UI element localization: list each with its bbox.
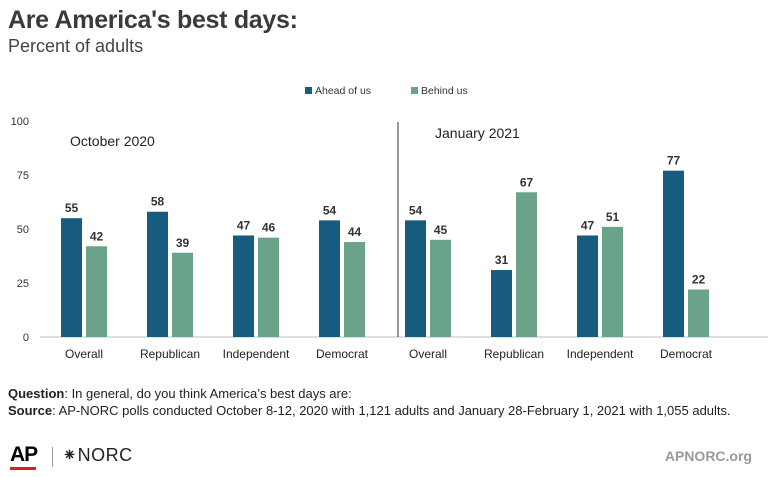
ap-logo-underline [10, 467, 36, 470]
bar-behind [86, 246, 107, 337]
norc-logo: ⁕NORC [62, 445, 133, 465]
bar-ahead [61, 218, 82, 337]
bar-ahead [491, 270, 512, 337]
bar-ahead [405, 220, 426, 337]
footnote: Question: In general, do you think Ameri… [8, 385, 748, 419]
bar-chart: Ahead of us Behind us 0 25 50 75 100 October 20… [11, 85, 768, 361]
legend-swatch [411, 87, 418, 94]
x-tick-label: Independent [223, 347, 290, 361]
x-tick-label: Overall [409, 347, 447, 361]
bar-ahead [319, 220, 340, 337]
bar-behind [430, 239, 451, 337]
y-tick-label: 75 [17, 170, 29, 182]
y-tick-label: 100 [11, 116, 29, 128]
x-tick-label: Independent [567, 347, 634, 361]
data-label: 47 [581, 218, 595, 232]
question-note: Question: In general, do you think Ameri… [8, 385, 748, 402]
y-tick-label: 25 [17, 278, 29, 290]
data-label: 51 [606, 210, 620, 224]
data-label: 44 [348, 225, 362, 239]
data-label: 67 [520, 175, 534, 189]
chart-title: Are America's best days: [8, 6, 298, 34]
data-label: 39 [176, 236, 190, 250]
y-tick-label: 50 [17, 224, 29, 236]
bar-behind [258, 237, 279, 337]
data-label: 31 [495, 253, 509, 267]
source-label: Source [8, 403, 53, 418]
bar-behind [172, 252, 193, 337]
source-note: Source: AP-NORC polls conducted October … [8, 402, 748, 419]
y-tick-label: 0 [23, 332, 29, 344]
bar-ahead [577, 235, 598, 337]
question-label: Question [8, 386, 65, 401]
x-tick-label: Republican [140, 347, 200, 361]
legend-swatch [305, 87, 312, 94]
data-label: 45 [434, 223, 448, 237]
question-text: : In general, do you think America’s bes… [64, 386, 352, 401]
data-label: 22 [692, 272, 706, 286]
data-label: 42 [90, 229, 104, 243]
legend-label: Behind us [421, 85, 468, 97]
bar-ahead [233, 235, 254, 337]
x-tick-label: Republican [484, 347, 544, 361]
bar-behind [602, 226, 623, 337]
bar-ahead [147, 211, 168, 337]
data-label: 54 [323, 203, 337, 217]
logo-separator [52, 447, 53, 467]
bar-behind [516, 192, 537, 337]
apnorc-site-link[interactable]: APNORC.org [664, 448, 752, 464]
x-tick-label: Democrat [316, 347, 369, 361]
data-label: 55 [65, 201, 79, 215]
bar-behind [688, 289, 709, 337]
data-label: 58 [151, 195, 165, 209]
panel-label: January 2021 [435, 125, 520, 141]
data-label: 54 [409, 203, 423, 217]
panel-label: October 2020 [70, 133, 155, 149]
chart-subtitle: Percent of adults [8, 36, 144, 56]
x-tick-label: Overall [65, 347, 103, 361]
ap-logo: AP [10, 443, 38, 466]
data-label: 77 [667, 154, 681, 168]
source-text: : AP-NORC polls conducted October 8-12, … [52, 403, 731, 418]
legend-label: Ahead of us [315, 85, 371, 97]
bar-behind [344, 241, 365, 337]
bar-ahead [663, 170, 684, 337]
data-label: 46 [262, 221, 276, 235]
data-label: 47 [237, 218, 251, 232]
x-tick-label: Democrat [660, 347, 713, 361]
